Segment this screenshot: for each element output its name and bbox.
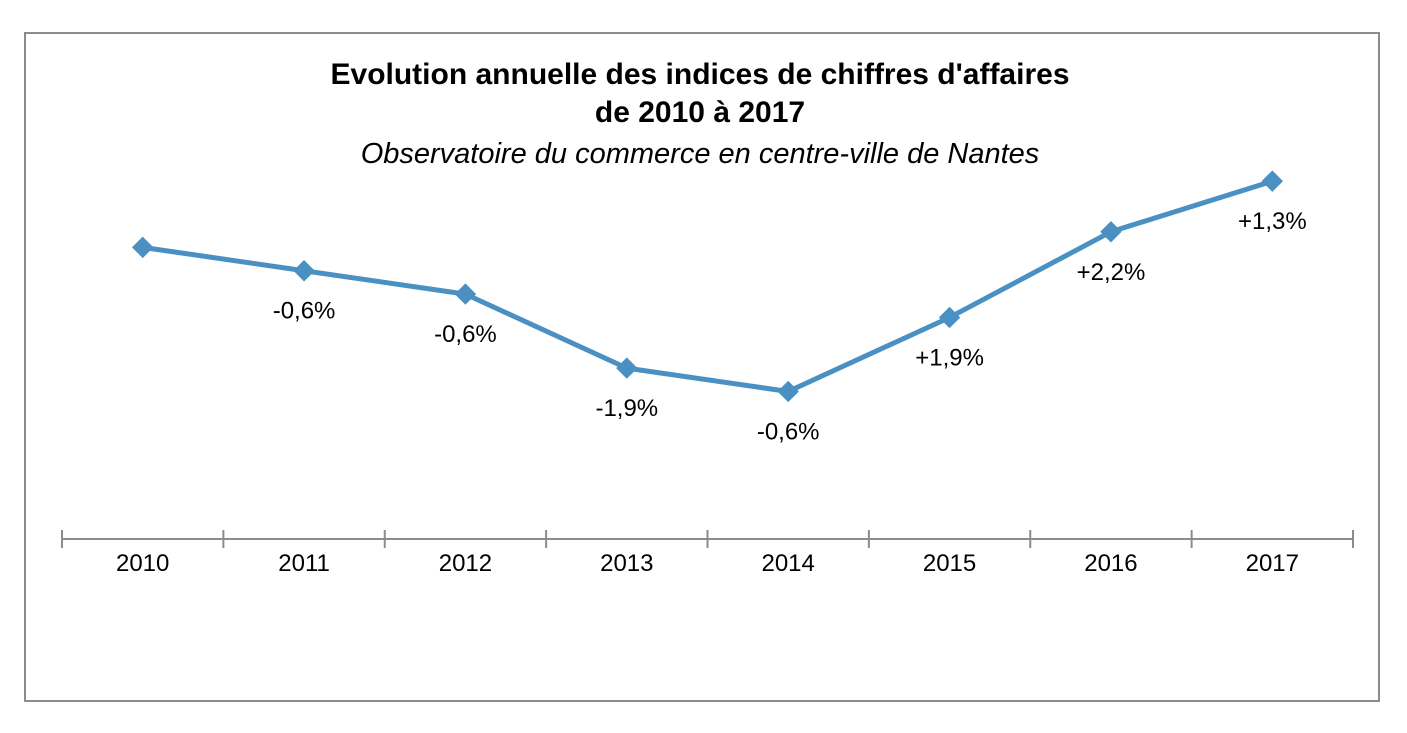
- x-tick-label: 2013: [600, 550, 653, 577]
- data-point-marker: [1100, 221, 1122, 243]
- x-tick-label: 2010: [116, 550, 169, 577]
- series-line: [140, 178, 1275, 394]
- data-label: -0,6%: [757, 418, 820, 445]
- x-tick-label: 2016: [1084, 550, 1137, 577]
- data-point-marker: [454, 283, 477, 305]
- chart-title-line-2: de 2010 à 2017: [595, 96, 805, 129]
- data-point-marker: [131, 236, 154, 259]
- data-label: -0,6%: [273, 298, 336, 325]
- chart-title-line-1: Evolution annuelle des indices de chiffr…: [331, 58, 1070, 91]
- data-point-marker: [293, 260, 315, 282]
- data-label: +1,3%: [1238, 208, 1307, 235]
- x-tick-label: 2015: [923, 550, 976, 577]
- chart-subtitle: Observatoire du commerce en centre-ville…: [361, 138, 1040, 170]
- data-point-marker: [777, 380, 799, 403]
- x-tick-label: 2012: [439, 550, 492, 577]
- chart-frame: [24, 32, 1380, 702]
- data-point-marker: [616, 357, 638, 379]
- data-point-marker: [938, 306, 961, 329]
- x-tick-label: 2017: [1246, 550, 1299, 577]
- data-point-marker: [1261, 170, 1284, 192]
- x-axis: 2010 2011 2012 2013 2014 2015 2016 2017: [61, 530, 1354, 577]
- data-label: -1,9%: [595, 395, 658, 422]
- x-tick-label: 2014: [761, 550, 814, 577]
- series-layer: -0,6% -0,6% -1,9% -0,6% +1,9% +2,2% +1,3%: [131, 170, 1307, 445]
- data-label: -0,6%: [434, 321, 497, 348]
- data-label: +2,2%: [1077, 259, 1146, 286]
- x-tick-label: 2011: [278, 550, 330, 577]
- data-label: +1,9%: [915, 344, 984, 371]
